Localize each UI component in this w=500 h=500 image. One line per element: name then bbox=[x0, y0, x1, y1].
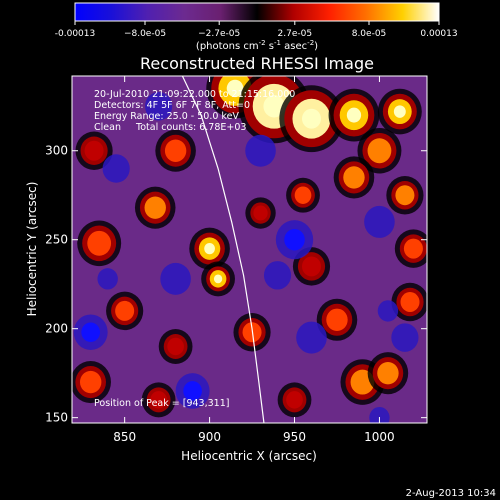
x-tick-label: 1000 bbox=[364, 430, 395, 444]
x-tick-label: 900 bbox=[198, 430, 221, 444]
heatmap-cell bbox=[115, 300, 135, 321]
heatmap-cell bbox=[263, 95, 285, 118]
observation-info: 20-Jul-2010 21:09:22.000 to 21:15:16.000… bbox=[94, 89, 295, 133]
colorbar-tick-label: −2.7e-05 bbox=[198, 29, 240, 39]
heatmap-cell bbox=[346, 107, 362, 123]
peak-position-label: Position of Peak = [943,311] bbox=[94, 398, 229, 409]
heatmap-cell bbox=[400, 292, 420, 312]
x-tick-label: 950 bbox=[283, 430, 306, 444]
colorbar-tick-label: 8.0e-05 bbox=[352, 29, 387, 39]
colorbar-unit-label: (photons cm-2 s-1 asec-2) bbox=[196, 39, 318, 52]
heatmap-cell bbox=[204, 243, 215, 255]
heatmap-cell bbox=[263, 261, 292, 290]
heatmap-cell bbox=[326, 308, 348, 332]
heatmap-cell bbox=[369, 406, 390, 423]
y-axis-ticks: 150 200 250 300 bbox=[45, 144, 427, 425]
info-total-counts: Clean Total counts: 6.78E+03 bbox=[94, 122, 246, 133]
y-tick-label: 250 bbox=[45, 233, 68, 247]
heatmap-cell bbox=[226, 79, 244, 98]
colorbar-tick-label: 2.7e-05 bbox=[278, 29, 313, 39]
heatmap-cell bbox=[87, 230, 112, 256]
heatmap-cell bbox=[364, 205, 395, 238]
heatmap-cell bbox=[367, 138, 392, 164]
colorbar-ticks: -0.00013 −8.0e-05 −2.7e-05 2.7e-05 8.0e-05 0.… bbox=[55, 21, 458, 39]
chart-title: Reconstructed RHESSI Image bbox=[140, 54, 374, 73]
heatmap-cell bbox=[167, 337, 184, 356]
heatmap-cell bbox=[403, 238, 423, 259]
heatmap-cell bbox=[144, 196, 166, 219]
colorbar-tick-label: −8.0e-05 bbox=[124, 29, 166, 39]
heatmap-cell bbox=[301, 256, 322, 277]
info-time-range: 20-Jul-2010 21:09:22.000 to 21:15:16.000 bbox=[94, 89, 295, 100]
heatmap-cell bbox=[97, 268, 118, 290]
heatmap-cell bbox=[391, 323, 419, 352]
heatmap-cell bbox=[183, 381, 202, 401]
heatmap-cell bbox=[79, 370, 102, 394]
colorbar-tick-label: 0.00013 bbox=[420, 29, 457, 39]
heatmap-cell bbox=[377, 300, 399, 322]
y-tick-label: 150 bbox=[45, 411, 68, 425]
heatmap-cell bbox=[84, 140, 104, 161]
colorbar-tick-label: -0.00013 bbox=[55, 29, 95, 39]
heatmap-cell bbox=[393, 105, 406, 118]
heatmap-cell bbox=[343, 166, 365, 189]
heatmap-cell bbox=[286, 391, 303, 409]
colorbar bbox=[74, 2, 440, 22]
heatmap-cell bbox=[160, 262, 191, 295]
heatmap-cell bbox=[377, 361, 399, 385]
y-tick-label: 300 bbox=[45, 144, 68, 158]
heatmap-cell bbox=[395, 185, 415, 206]
heatmap-cell bbox=[301, 108, 322, 129]
x-axis-ticks: 850 900 950 1000 bbox=[113, 76, 395, 444]
heatmap-cell bbox=[145, 92, 173, 121]
x-axis-label: Heliocentric X (arcsec) bbox=[181, 449, 317, 463]
x-tick-label: 850 bbox=[113, 430, 136, 444]
info-energy-range: Energy Range: 25.0 - 50.0 keV bbox=[94, 111, 239, 122]
plot-frame bbox=[71, 75, 428, 424]
footer-date: 2-Aug-2013 10:34 bbox=[406, 488, 496, 499]
heatmap-cell bbox=[164, 139, 187, 162]
info-detectors: Detectors: 4F 5F 6F 7F 8F, Att=0 bbox=[94, 100, 250, 111]
y-tick-label: 200 bbox=[45, 322, 68, 336]
heatmap-cell bbox=[296, 321, 327, 354]
heatmap-cell bbox=[253, 205, 268, 221]
heatmap-cell bbox=[284, 228, 305, 251]
heatmap-cell bbox=[150, 391, 167, 409]
y-axis-label: Heliocentric Y (arcsec) bbox=[25, 182, 39, 317]
solar-limb-line bbox=[181, 76, 265, 423]
heatmap-cell bbox=[294, 186, 312, 204]
heatmap-cell bbox=[102, 154, 130, 183]
heatmap-cell bbox=[213, 274, 223, 284]
heatmap-cell bbox=[245, 134, 276, 167]
heatmap-cell bbox=[81, 322, 101, 343]
